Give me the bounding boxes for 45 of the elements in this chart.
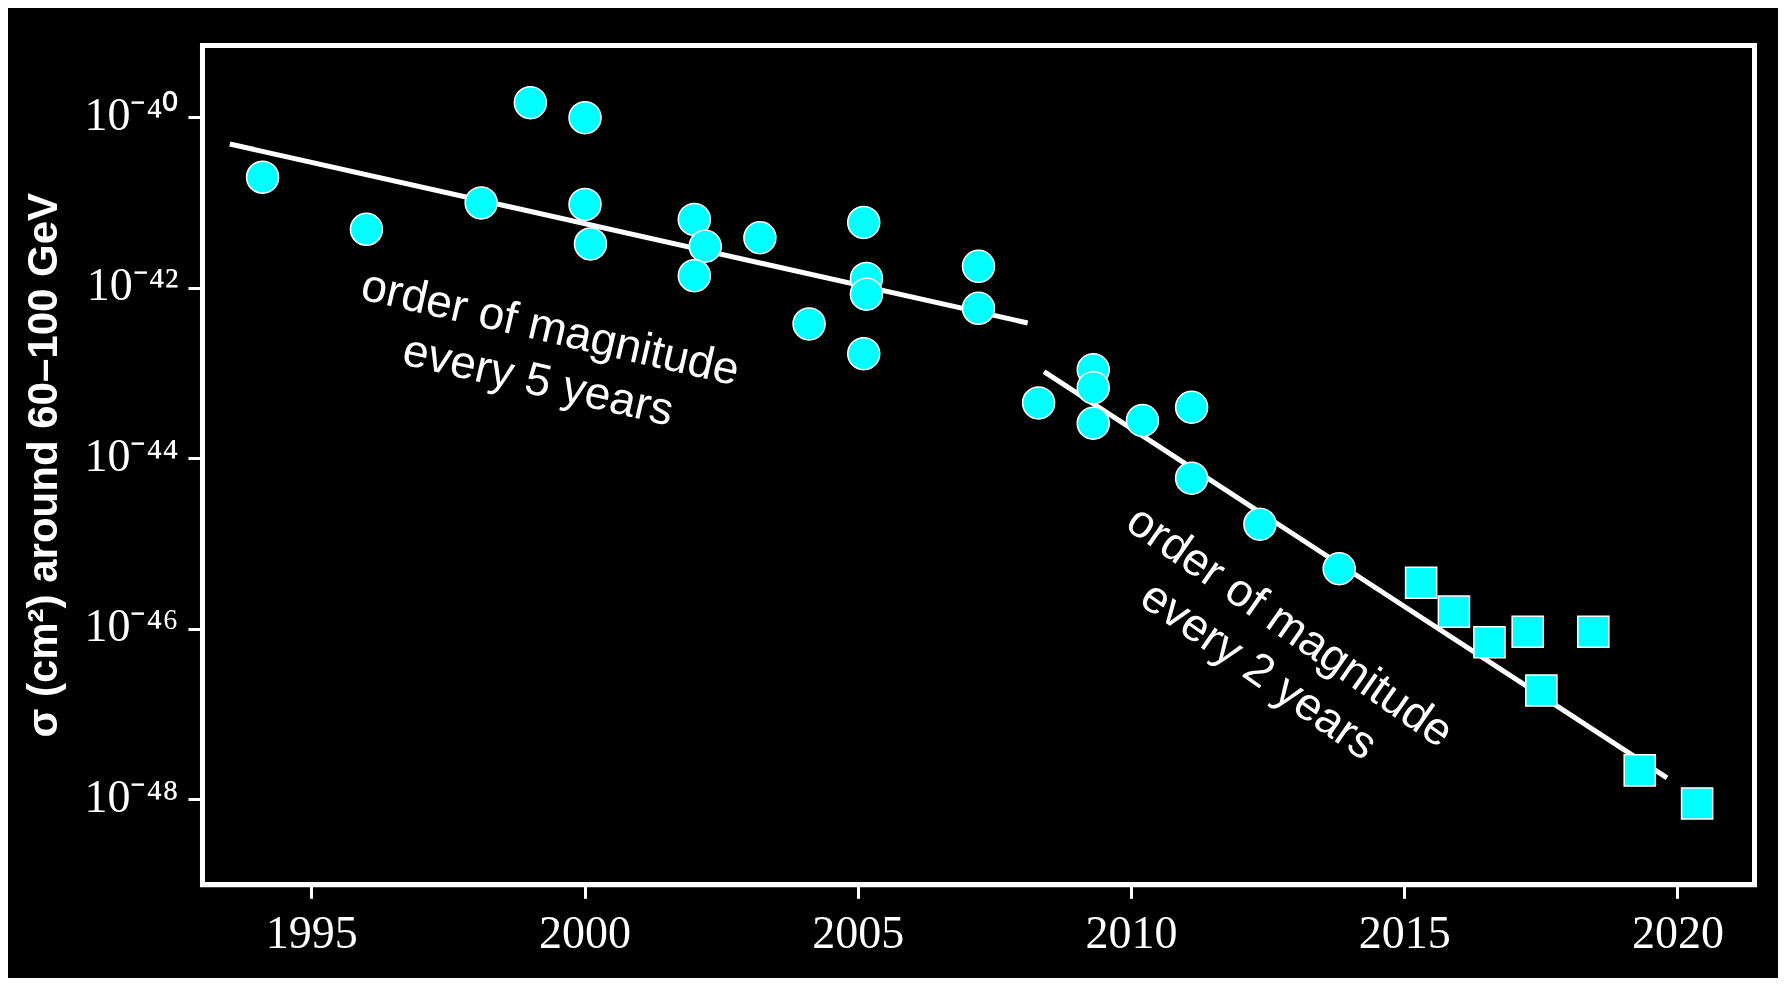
point: [677, 258, 712, 293]
y-tick-label: 10⁻⁴²: [86, 259, 179, 311]
y-axis-title: σ (cm²) around 60–100 GeV: [18, 192, 66, 738]
point: [568, 100, 602, 135]
point: [1076, 406, 1110, 440]
point: [1076, 370, 1110, 405]
y-tick-label: 10⁻⁴⁸: [84, 770, 179, 822]
point: [743, 220, 777, 255]
point: [1680, 787, 1714, 820]
x-tick-label: 2000: [539, 907, 632, 959]
annotation: order of magnitude every 5 years: [356, 257, 745, 436]
point: [1021, 386, 1056, 420]
point: [677, 202, 712, 237]
point: [1125, 403, 1160, 438]
point: [1525, 674, 1558, 707]
y-tick-label: 10⁻⁴⁰: [84, 88, 179, 140]
point: [961, 291, 996, 326]
point: [573, 227, 608, 261]
x-tick-label: 2005: [812, 907, 905, 959]
point: [688, 229, 722, 263]
point: [349, 212, 384, 247]
point: [849, 277, 884, 311]
point: [245, 160, 280, 194]
point: [464, 186, 498, 220]
point: [1511, 615, 1545, 649]
x-tick-label: 2015: [1358, 907, 1451, 959]
point: [1623, 754, 1657, 787]
point: [513, 85, 548, 120]
point: [961, 249, 996, 284]
y-tick-label: 10⁻⁴⁴: [84, 429, 179, 481]
point: [1576, 615, 1610, 649]
point: [568, 187, 602, 222]
point: [846, 336, 881, 371]
point: [1174, 390, 1209, 425]
point: [1322, 552, 1356, 586]
x-tick-label: 2010: [1085, 907, 1178, 959]
point: [1174, 461, 1209, 495]
point: [1404, 566, 1438, 600]
y-tick-label: 10⁻⁴⁶: [84, 600, 179, 652]
x-tick-label: 1995: [265, 907, 358, 959]
point: [1473, 625, 1506, 659]
point: [846, 205, 881, 240]
point: [792, 307, 826, 341]
x-tick-label: 2020: [1631, 907, 1724, 959]
point: [1243, 507, 1277, 541]
